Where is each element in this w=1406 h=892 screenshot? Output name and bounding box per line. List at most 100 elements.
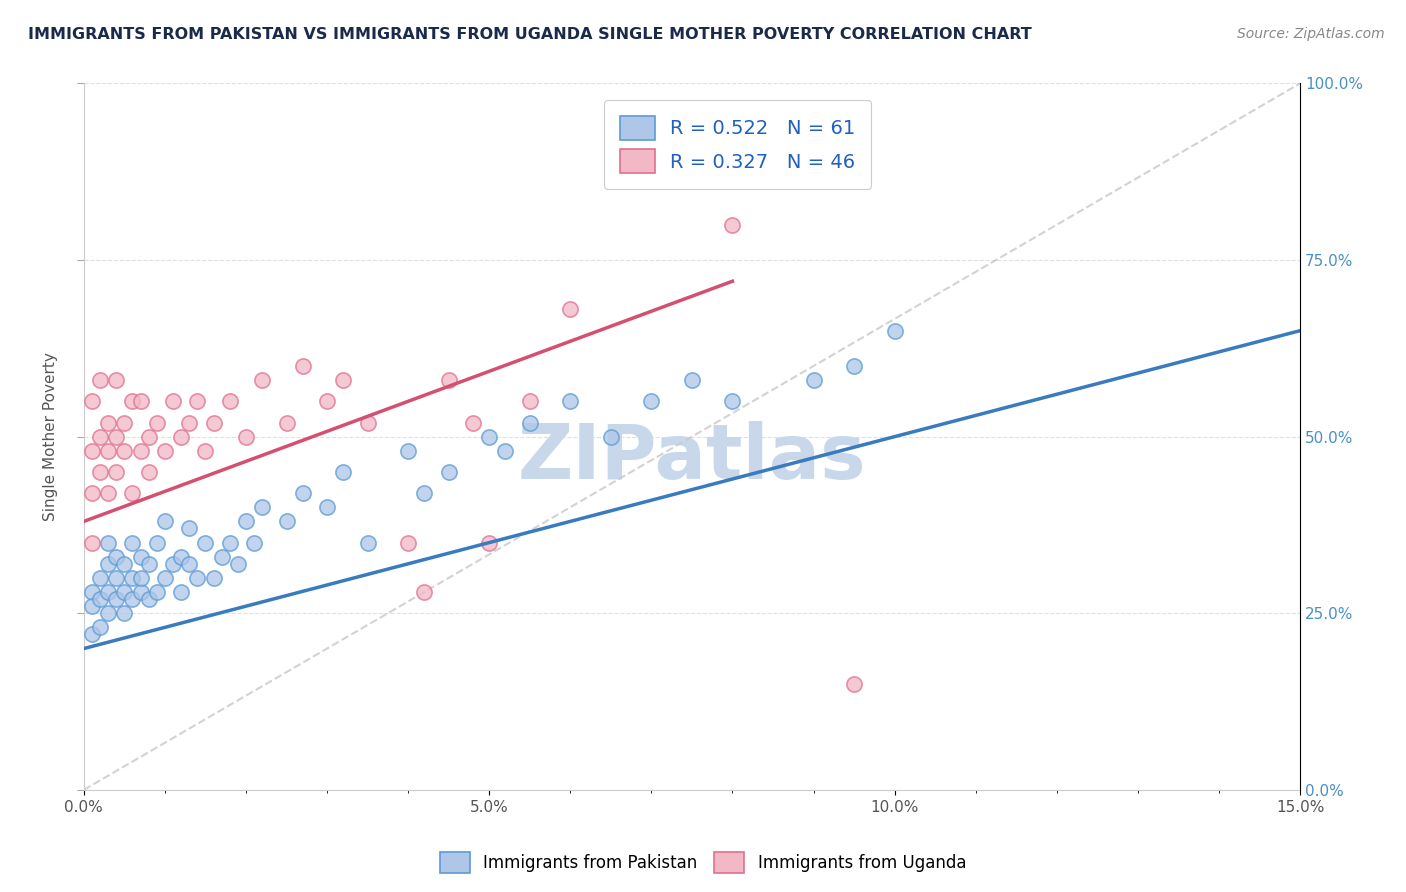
Point	[218, 535, 240, 549]
Point	[519, 416, 541, 430]
Point	[138, 465, 160, 479]
Point	[179, 416, 201, 430]
Point	[80, 599, 103, 614]
Point	[153, 571, 176, 585]
Point	[560, 394, 582, 409]
Point	[97, 416, 120, 430]
Point	[80, 486, 103, 500]
Point	[129, 585, 152, 599]
Point	[186, 394, 208, 409]
Point	[105, 373, 128, 387]
Point	[235, 430, 257, 444]
Point	[153, 515, 176, 529]
Point	[89, 571, 111, 585]
Point	[721, 218, 744, 232]
Point	[97, 557, 120, 571]
Point	[170, 585, 193, 599]
Point	[80, 585, 103, 599]
Y-axis label: Single Mother Poverty: Single Mother Poverty	[44, 352, 58, 521]
Point	[121, 535, 143, 549]
Point	[243, 535, 266, 549]
Point	[291, 486, 314, 500]
Point	[437, 465, 460, 479]
Point	[129, 571, 152, 585]
Point	[316, 500, 339, 515]
Point	[162, 557, 184, 571]
Point	[276, 515, 298, 529]
Point	[89, 465, 111, 479]
Point	[112, 443, 135, 458]
Point	[478, 430, 501, 444]
Point	[138, 592, 160, 607]
Text: Source: ZipAtlas.com: Source: ZipAtlas.com	[1237, 27, 1385, 41]
Point	[519, 394, 541, 409]
Point	[89, 592, 111, 607]
Point	[129, 549, 152, 564]
Point	[146, 585, 169, 599]
Point	[437, 373, 460, 387]
Point	[80, 627, 103, 641]
Point	[112, 606, 135, 620]
Point	[218, 394, 240, 409]
Point	[146, 535, 169, 549]
Point	[121, 571, 143, 585]
Point	[170, 430, 193, 444]
Point	[250, 500, 273, 515]
Point	[162, 394, 184, 409]
Point	[121, 486, 143, 500]
Point	[105, 592, 128, 607]
Point	[202, 571, 225, 585]
Point	[179, 521, 201, 535]
Point	[316, 394, 339, 409]
Point	[80, 443, 103, 458]
Point	[170, 549, 193, 564]
Point	[250, 373, 273, 387]
Point	[89, 620, 111, 634]
Point	[202, 416, 225, 430]
Point	[129, 443, 152, 458]
Point	[153, 443, 176, 458]
Point	[105, 465, 128, 479]
Point	[89, 430, 111, 444]
Point	[121, 394, 143, 409]
Point	[121, 592, 143, 607]
Point	[681, 373, 703, 387]
Point	[413, 585, 436, 599]
Point	[112, 585, 135, 599]
Point	[97, 486, 120, 500]
Point	[276, 416, 298, 430]
Point	[803, 373, 825, 387]
Point	[842, 359, 865, 373]
Point	[97, 443, 120, 458]
Point	[494, 443, 516, 458]
Point	[396, 535, 419, 549]
Point	[112, 557, 135, 571]
Point	[138, 557, 160, 571]
Point	[721, 394, 744, 409]
Point	[461, 416, 484, 430]
Point	[80, 535, 103, 549]
Point	[129, 394, 152, 409]
Text: IMMIGRANTS FROM PAKISTAN VS IMMIGRANTS FROM UGANDA SINGLE MOTHER POVERTY CORRELA: IMMIGRANTS FROM PAKISTAN VS IMMIGRANTS F…	[28, 27, 1032, 42]
Point	[80, 394, 103, 409]
Point	[97, 606, 120, 620]
Point	[138, 430, 160, 444]
Point	[356, 535, 378, 549]
Point	[194, 443, 217, 458]
Point	[105, 549, 128, 564]
Point	[179, 557, 201, 571]
Point	[396, 443, 419, 458]
Point	[413, 486, 436, 500]
Point	[560, 302, 582, 317]
Point	[478, 535, 501, 549]
Point	[235, 515, 257, 529]
Point	[599, 430, 621, 444]
Point	[186, 571, 208, 585]
Legend: Immigrants from Pakistan, Immigrants from Uganda: Immigrants from Pakistan, Immigrants fro…	[433, 846, 973, 880]
Point	[883, 324, 905, 338]
Point	[112, 416, 135, 430]
Point	[291, 359, 314, 373]
Legend: R = 0.522   N = 61, R = 0.327   N = 46: R = 0.522 N = 61, R = 0.327 N = 46	[605, 100, 872, 188]
Point	[105, 430, 128, 444]
Point	[89, 373, 111, 387]
